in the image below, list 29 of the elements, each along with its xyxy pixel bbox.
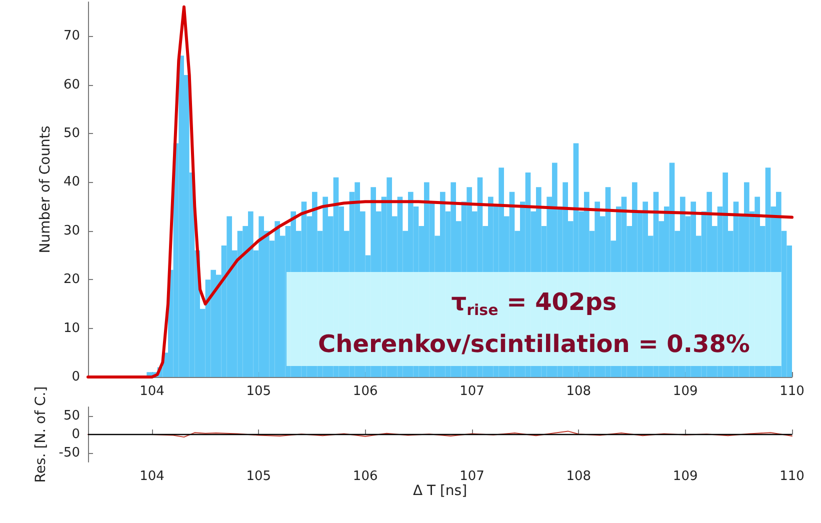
y-tick-label: 40: [63, 174, 80, 190]
y-tick-label: 10: [63, 320, 80, 336]
x-tick-label: 104: [140, 384, 164, 399]
x-tick-label: 110: [780, 469, 804, 484]
y-tick-label: 70: [63, 28, 80, 44]
x-tick-label: 110: [780, 384, 804, 399]
x-tick-label: 107: [460, 384, 484, 399]
x-tick-label: 105: [246, 384, 272, 399]
x-tick-label: 108: [566, 384, 592, 399]
y-tick-label: 0: [72, 427, 80, 442]
x-tick-label: 106: [352, 469, 378, 484]
x-tick-label: 105: [246, 469, 272, 484]
x-axis-title: Δ T [ns]: [412, 483, 468, 499]
y-tick-label: 60: [63, 77, 80, 92]
x-tick-label: 107: [460, 469, 484, 484]
x-tick-label: 109: [672, 384, 698, 399]
y-tick-label: 0: [72, 370, 80, 384]
y-tick-label: 50: [63, 408, 80, 424]
x-tick-label: 106: [352, 384, 378, 399]
y-axis-title: Res. [N. of C.]: [32, 386, 49, 483]
x-tick-label: 109: [672, 469, 698, 484]
y-axis-title: Number of Counts: [38, 126, 54, 254]
annotation: Cherenkov/scintillation = 0.38%: [318, 330, 750, 358]
y-tick-label: -50: [58, 445, 80, 460]
y-tick-label: 20: [63, 272, 80, 288]
y-tick-label: 30: [63, 223, 80, 238]
y-tick-label: 50: [63, 126, 80, 141]
x-tick-label: 108: [566, 469, 592, 484]
x-tick-label: 104: [140, 469, 164, 484]
